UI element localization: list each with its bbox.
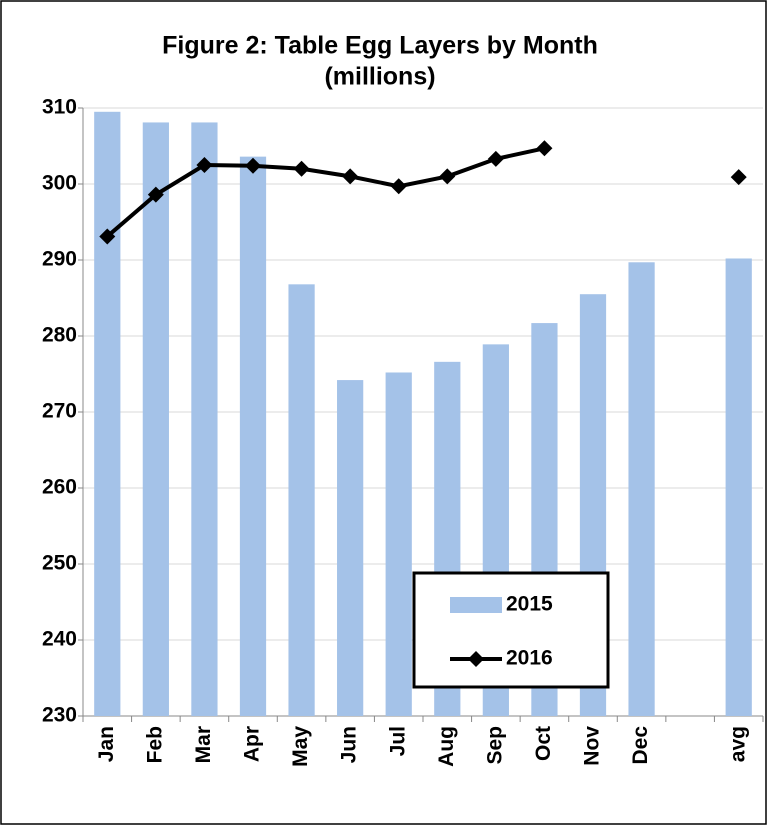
chart-title: (millions)	[324, 63, 435, 91]
x-tick-label: Oct	[532, 726, 555, 761]
marker	[730, 169, 747, 186]
x-tick-label: Nov	[581, 726, 604, 766]
marker	[99, 228, 116, 245]
marker	[196, 157, 213, 173]
legend-swatch	[450, 597, 502, 613]
bar	[94, 111, 121, 717]
y-tick-label: 300	[42, 172, 77, 195]
legend-label: 2016	[506, 647, 553, 670]
marker	[245, 157, 261, 174]
x-tick-label: Sep	[483, 726, 506, 765]
chart-title: Figure 2: Table Egg Layers by Month	[162, 32, 598, 60]
marker	[536, 140, 553, 157]
x-tick-label: Apr	[241, 726, 264, 762]
marker	[342, 168, 359, 185]
x-tick-label: Dec	[629, 726, 652, 765]
marker	[439, 168, 456, 185]
y-tick-label: 240	[42, 628, 77, 651]
x-tick-label: May	[289, 726, 312, 767]
y-tick-label: 310	[42, 96, 77, 119]
bar	[337, 380, 364, 716]
y-tick-label: 270	[42, 400, 77, 423]
x-tick-label: Jan	[95, 726, 118, 762]
legend-box	[412, 571, 610, 689]
bar	[385, 372, 412, 716]
bar	[239, 156, 267, 716]
y-tick-label: 260	[42, 476, 77, 499]
bar	[191, 122, 218, 716]
y-tick-label: 250	[42, 552, 77, 575]
marker	[487, 150, 504, 167]
legend-label: 2015	[506, 593, 553, 616]
x-tick-label: Mar	[192, 726, 215, 763]
bar	[288, 284, 315, 716]
y-tick-label: 230	[42, 704, 77, 727]
bar	[725, 258, 752, 716]
marker	[390, 178, 407, 195]
y-tick-label: 280	[42, 324, 77, 347]
bar	[628, 262, 655, 716]
x-tick-label: Jul	[386, 726, 409, 756]
x-tick-label: Feb	[143, 726, 166, 763]
x-tick-label: avg	[726, 726, 749, 762]
marker	[147, 186, 164, 203]
marker	[293, 160, 310, 177]
bar	[142, 122, 169, 716]
y-tick-label: 290	[42, 248, 77, 271]
x-tick-label: Jun	[338, 726, 361, 763]
legend-marker	[468, 651, 484, 667]
x-tick-label: Aug	[435, 726, 458, 767]
